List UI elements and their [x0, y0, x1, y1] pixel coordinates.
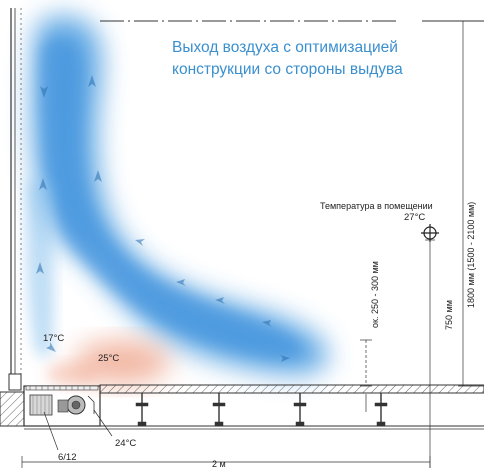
floor-convector	[23, 385, 101, 427]
caption-line-1: Выход воздуха с оптимизацией	[172, 39, 398, 56]
wall-base	[0, 391, 25, 427]
dimension-lines	[21, 21, 484, 468]
warm-zone	[46, 340, 170, 386]
caption-line-2: конструкции со стороны выдува	[172, 61, 403, 78]
temp-floor-zone: 25°C	[98, 353, 119, 364]
room-temp-value: 27°C	[404, 212, 425, 223]
dim-total-height: 1800 мм (1500 - 2100 мм)	[466, 202, 476, 308]
room-temp-label: Температура в помещении	[320, 201, 433, 211]
leader-lines	[43, 409, 113, 451]
raised-floor	[24, 384, 484, 430]
dim-jet-height: ок. 250 - 300 мм	[370, 261, 380, 328]
temp-inlet: 24°C	[115, 438, 136, 449]
unit-label: 6/12	[58, 452, 77, 463]
temp-near-wall: 17°C	[43, 333, 64, 344]
window-wall	[8, 8, 22, 391]
dim-width: 2 м	[212, 459, 226, 468]
flow-arrows	[36, 75, 290, 362]
dim-sensor-height: 750 мм	[444, 300, 454, 330]
